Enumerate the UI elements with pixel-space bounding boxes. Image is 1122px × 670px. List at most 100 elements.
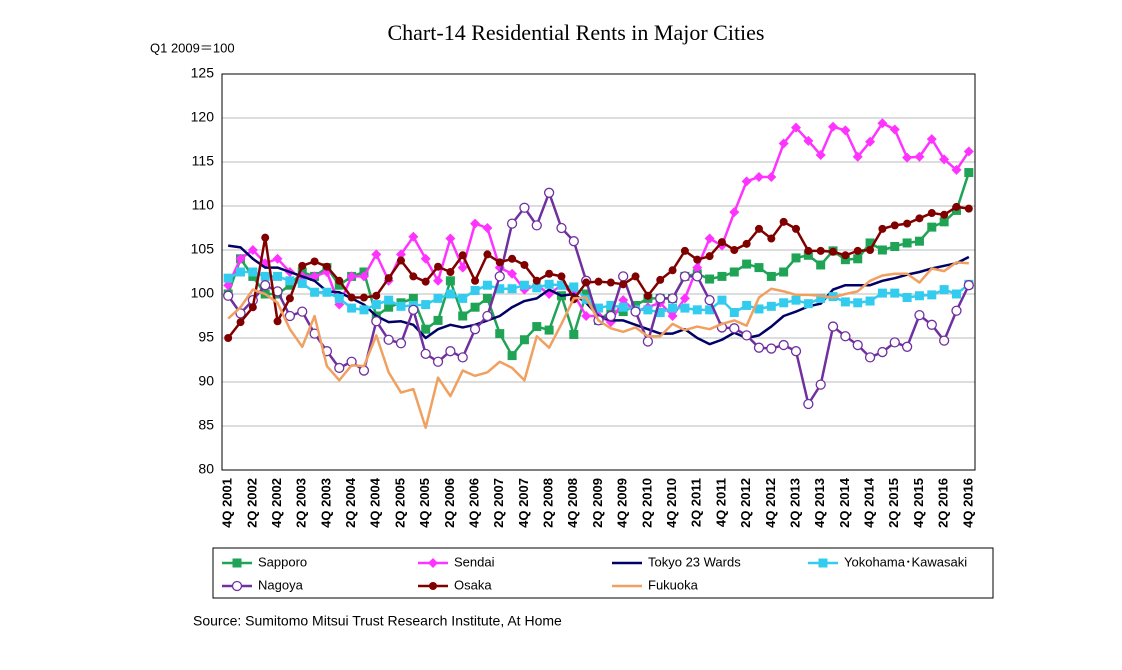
data-point	[310, 287, 320, 297]
data-point	[766, 171, 777, 182]
data-point	[940, 210, 949, 219]
x-tick-label: 4Q 2005	[417, 478, 432, 528]
x-tick-label: 2Q 2008	[541, 478, 556, 528]
data-point	[445, 289, 455, 299]
x-tick-label: 4Q 2009	[615, 478, 630, 528]
data-point	[618, 295, 629, 306]
data-point	[482, 280, 492, 290]
data-point	[877, 245, 887, 255]
data-point	[679, 293, 690, 304]
data-point	[346, 271, 357, 282]
data-point	[643, 305, 653, 315]
data-point	[890, 288, 900, 298]
data-point	[248, 303, 257, 312]
data-point	[618, 302, 628, 312]
legend-label: Yokohama･Kawasaki	[844, 554, 967, 569]
source: Source: Sumitomo Mitsui Trust Research I…	[193, 613, 562, 629]
data-point	[248, 267, 258, 277]
x-tick-label: 4Q 2015	[911, 478, 926, 528]
data-point	[754, 224, 763, 233]
data-point	[482, 293, 492, 303]
x-tick-label: 4Q 2006	[466, 478, 481, 528]
x-tick-label: 4Q 2010	[664, 478, 679, 528]
data-point	[791, 253, 801, 263]
x-tick-label: 4Q 2013	[812, 478, 827, 528]
legend-label: Sendai	[454, 554, 495, 569]
data-point	[433, 315, 443, 325]
data-point	[803, 250, 813, 260]
data-point	[816, 260, 826, 270]
data-point	[778, 339, 789, 351]
data-point	[569, 329, 579, 339]
x-tick-label: 2Q 2009	[590, 478, 605, 528]
data-point	[914, 236, 924, 246]
data-point	[457, 262, 468, 273]
data-point	[902, 152, 913, 163]
data-point	[889, 124, 900, 135]
data-point	[469, 324, 481, 335]
data-point	[322, 287, 332, 297]
data-point	[815, 379, 826, 390]
data-point	[557, 272, 566, 281]
data-point	[285, 294, 294, 303]
data-point	[865, 296, 875, 306]
data-point	[395, 338, 407, 349]
data-point	[619, 280, 628, 289]
x-tick-label: 2Q 2005	[392, 478, 407, 528]
data-point	[494, 271, 505, 282]
data-point	[372, 291, 381, 300]
x-tick-label: 2Q 2003	[294, 478, 309, 528]
data-point	[483, 250, 492, 259]
data-point	[853, 246, 862, 255]
data-point	[877, 346, 888, 358]
data-point	[358, 365, 370, 376]
data-point	[741, 330, 752, 341]
data-point	[717, 295, 727, 305]
data-point	[803, 398, 814, 410]
data-point	[741, 176, 752, 187]
data-point	[667, 311, 678, 321]
data-point	[482, 223, 493, 233]
data-point	[951, 305, 962, 316]
data-point	[433, 275, 444, 286]
data-point	[668, 266, 677, 275]
data-point	[371, 316, 382, 327]
data-point	[384, 302, 394, 312]
data-point	[335, 276, 344, 285]
data-point	[359, 293, 368, 302]
data-point	[692, 305, 702, 315]
x-tick-label: 4Q 2002	[269, 478, 284, 528]
data-point	[594, 277, 603, 286]
data-point	[729, 207, 740, 218]
y-tick-label: 110	[192, 197, 215, 213]
data-point	[556, 280, 566, 290]
data-point	[532, 276, 541, 285]
data-point	[568, 236, 579, 247]
data-point	[915, 214, 924, 223]
data-point	[829, 247, 838, 256]
data-point	[754, 304, 764, 314]
data-point	[434, 262, 443, 271]
data-point	[495, 329, 505, 339]
data-point	[938, 335, 950, 346]
data-point	[754, 263, 764, 273]
data-point	[371, 300, 381, 310]
data-point	[482, 310, 493, 322]
chart-title: Chart-14 Residential Rents in Major Citi…	[387, 20, 764, 45]
data-point	[827, 321, 839, 332]
data-point	[495, 258, 504, 267]
data-point	[841, 251, 850, 260]
data-point	[791, 122, 802, 133]
data-point	[507, 268, 518, 279]
data-point	[297, 306, 308, 317]
data-point	[705, 305, 715, 315]
data-point	[260, 280, 271, 291]
data-point	[457, 352, 468, 363]
data-point	[729, 267, 739, 277]
data-point	[545, 269, 554, 278]
series-line	[227, 261, 969, 430]
data-point	[778, 138, 789, 149]
data-point	[890, 221, 899, 230]
legend-box	[212, 547, 994, 599]
data-point	[704, 295, 715, 306]
